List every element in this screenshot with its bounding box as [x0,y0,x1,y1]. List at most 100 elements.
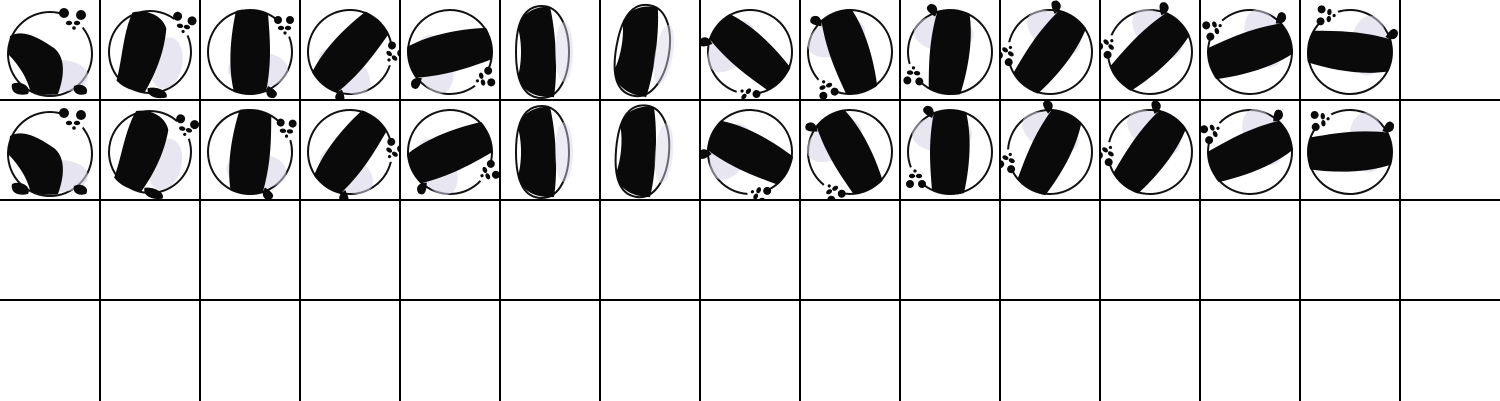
panda-sitting-body [7,108,93,197]
empty-frame [700,200,800,300]
panda-frame [200,100,300,200]
eye-patch-icon [386,147,393,153]
panda-ball-body [700,109,794,200]
empty-frame [800,300,900,400]
ear-icon [830,87,839,96]
eye-patch-icon [1214,27,1220,35]
empty-frame [0,200,100,300]
empty-frame [800,200,900,300]
eye-patch-icon [183,24,191,30]
panda-ball-body [903,4,993,95]
panda-head [172,11,197,37]
empty-frame [500,200,600,300]
panda-frame [400,0,500,100]
panda-ball-body [1202,9,1294,95]
eye-patch-icon [819,85,826,90]
eye-patch-icon [756,187,762,194]
eye-patch-icon [1108,44,1114,50]
eye-patch-icon [286,129,294,134]
panda-ball-sprite [807,8,893,100]
panda-head [1310,110,1334,131]
panda-curling-body [107,110,200,199]
panda-ball-body [1100,2,1193,95]
eye-patch-icon [73,20,81,26]
panda-ball-body [700,9,793,100]
panda-ball-body [1000,100,1093,196]
panda-ball-sprite [207,9,294,99]
ear-icon [1206,32,1215,41]
eye-patch-icon [176,23,184,29]
ear-icon [837,189,846,198]
eye-patch-icon [1321,120,1326,127]
ear-icon [1310,110,1319,119]
ear-icon [387,137,396,146]
panda-ball-body [1000,0,1093,95]
ear-icon [1100,42,1104,51]
panda-ball-sprite [406,109,500,196]
panda-flat-sprite [613,3,675,98]
ear-icon [1311,122,1320,131]
eye-patch-icon [908,173,916,179]
panda-sitting-body [7,8,93,97]
panda-ball-sprite [700,109,794,200]
panda-head [1202,18,1226,41]
ear-icon [918,180,926,188]
empty-frame [1400,300,1500,400]
panda-ball-body [807,8,893,100]
eye-patch-icon [391,151,398,157]
panda-frame [300,100,400,200]
ear-icon [190,120,200,130]
panda-ball-body [307,109,400,200]
ear-icon [1202,21,1211,30]
ear-icon [388,41,397,50]
empty-frame [1300,200,1400,300]
ear-icon [491,170,500,179]
panda-sitting-sprite [7,8,93,97]
panda-frame [400,100,500,200]
eye-patch-icon [1002,47,1009,53]
empty-frame [1400,200,1500,300]
eye-patch-icon [906,70,914,75]
panda-flat-sprite [614,104,674,199]
eye-patch-icon [480,79,486,86]
eye-patch-icon [826,189,833,195]
eye-patch-icon [279,128,287,134]
panda-head [816,76,839,100]
panda-frame [600,0,700,100]
empty-frame [200,200,300,300]
panda-frame [900,0,1000,100]
panda-head [476,159,500,183]
panda-ball-body [1100,100,1193,195]
eye-patch-icon [485,173,491,180]
panda-frame [1300,100,1400,200]
panda-ball-sprite [906,105,993,195]
panda-head [1000,149,1020,174]
panda-frame [100,0,200,100]
ear-icon [1317,5,1326,14]
panda-ball-sprite [1000,100,1093,196]
ear-icon [187,16,197,26]
eye-patch-icon [1103,39,1109,45]
ear-icon [1205,136,1214,145]
panda-sitting-sprite [7,108,93,197]
panda-ball-sprite [1100,100,1193,195]
panda-frame [200,0,300,100]
panda-ball-sprite [805,109,893,200]
ear-icon [1007,165,1016,174]
ear-icon [1104,158,1113,167]
eye-patch-icon [386,50,393,57]
ear-icon [274,16,282,24]
ear-icon [819,91,828,100]
panda-ball-sprite [407,9,496,95]
panda-head [1316,5,1340,27]
panda-ball-sprite [1000,0,1093,95]
eye-patch-icon [1002,155,1009,161]
ear-icon [752,90,761,99]
empty-frame [300,200,400,300]
empty-frame [400,200,500,300]
panda-frame [100,100,200,200]
eye-patch-icon [185,128,193,133]
panda-frame [700,100,800,200]
eye-patch-icon [1327,8,1332,16]
